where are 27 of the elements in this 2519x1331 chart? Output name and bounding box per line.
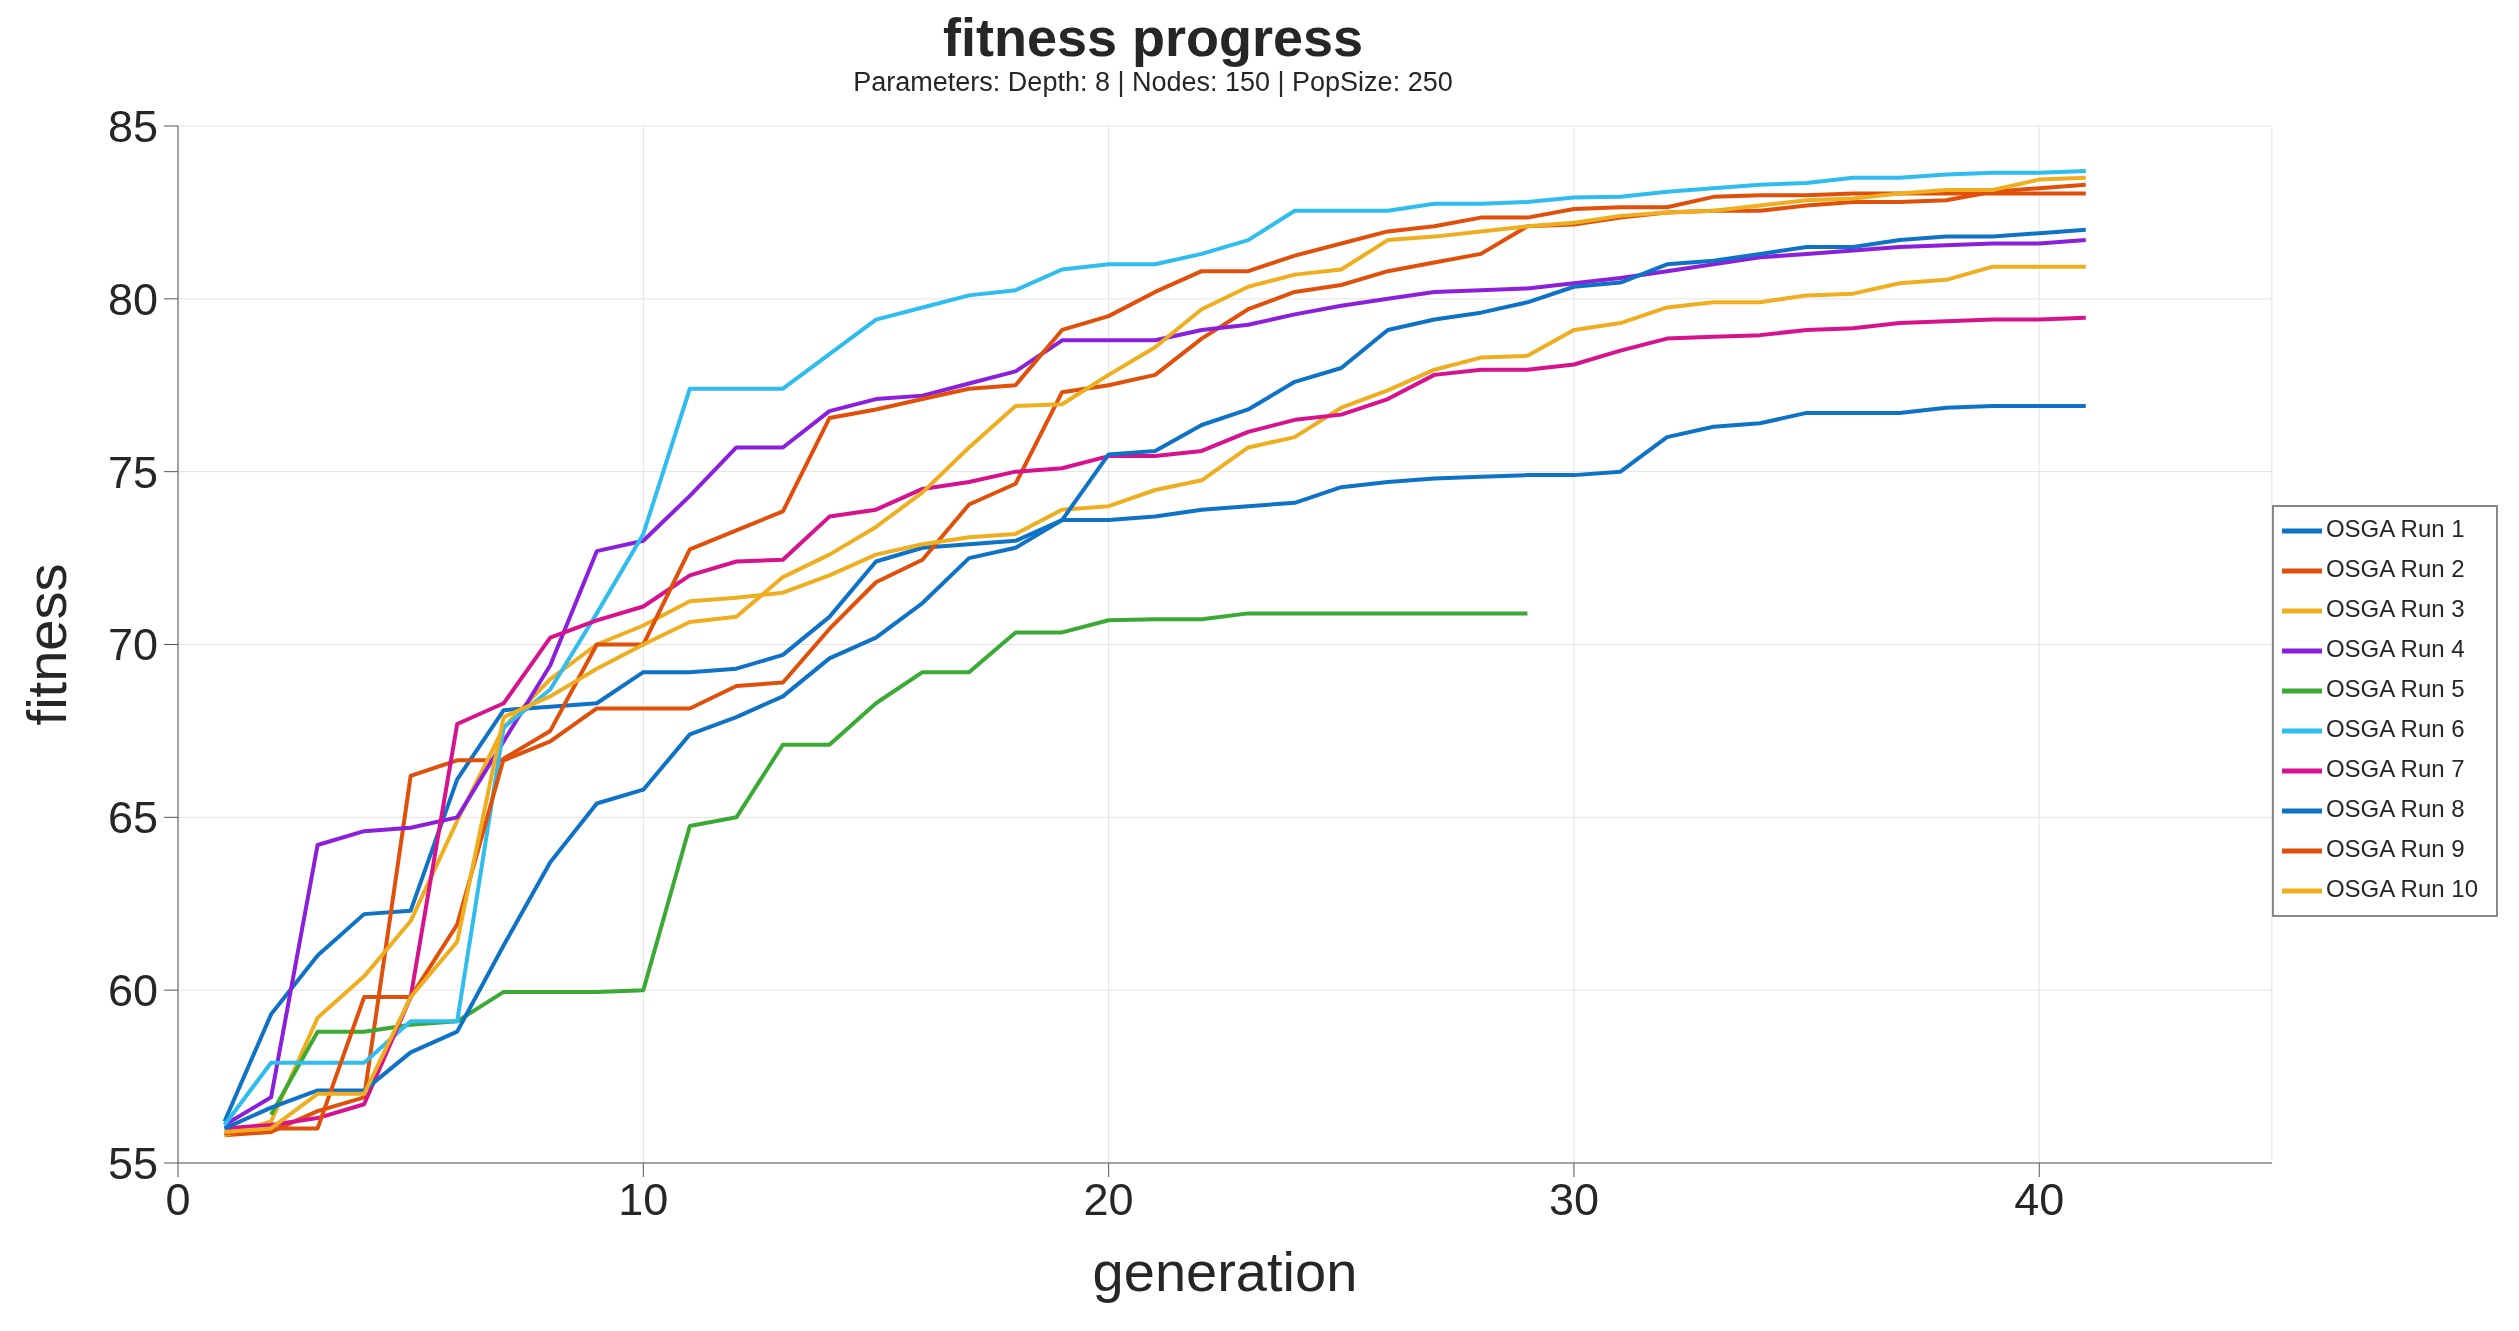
line-series (269, 611, 1530, 1117)
y-tick-label: 75 (107, 446, 158, 498)
x-tick-label: 10 (618, 1173, 669, 1225)
x-axis-title: generation (1092, 1240, 1358, 1303)
legend-label: OSGA Run 5 (2325, 674, 2465, 702)
chart-title: fitness progress (941, 7, 1365, 67)
legend-label: OSGA Run 2 (2325, 554, 2465, 582)
legend-label: OSGA Run 4 (2325, 634, 2465, 662)
y-tick-label: 70 (107, 619, 158, 671)
y-tick-label: 55 (107, 1137, 158, 1189)
legend-label: OSGA Run 1 (2325, 514, 2465, 542)
y-axis-title: fitness (14, 563, 78, 726)
x-tick-label: 30 (1548, 1173, 1599, 1225)
legend-label: OSGA Run 10 (2325, 874, 2478, 902)
y-tick-label: 85 (107, 100, 158, 152)
y-tick-label: 60 (107, 965, 158, 1017)
x-tick-label: 0 (165, 1173, 191, 1225)
legend-label: OSGA Run 6 (2325, 714, 2465, 742)
legend-label: OSGA Run 9 (2325, 834, 2465, 862)
y-tick-label: 80 (107, 273, 158, 325)
chart-subtitle: Parameters: Depth: 8 | Nodes: 150 | PopSize: 250 (852, 67, 1454, 98)
x-tick-label: 40 (2014, 1173, 2065, 1225)
legend-label: OSGA Run 8 (2325, 794, 2465, 822)
y-tick-label: 65 (107, 792, 158, 844)
legend-label: OSGA Run 3 (2325, 594, 2465, 622)
x-tick-label: 20 (1083, 1173, 1134, 1225)
legend-label: OSGA Run 7 (2325, 754, 2465, 782)
